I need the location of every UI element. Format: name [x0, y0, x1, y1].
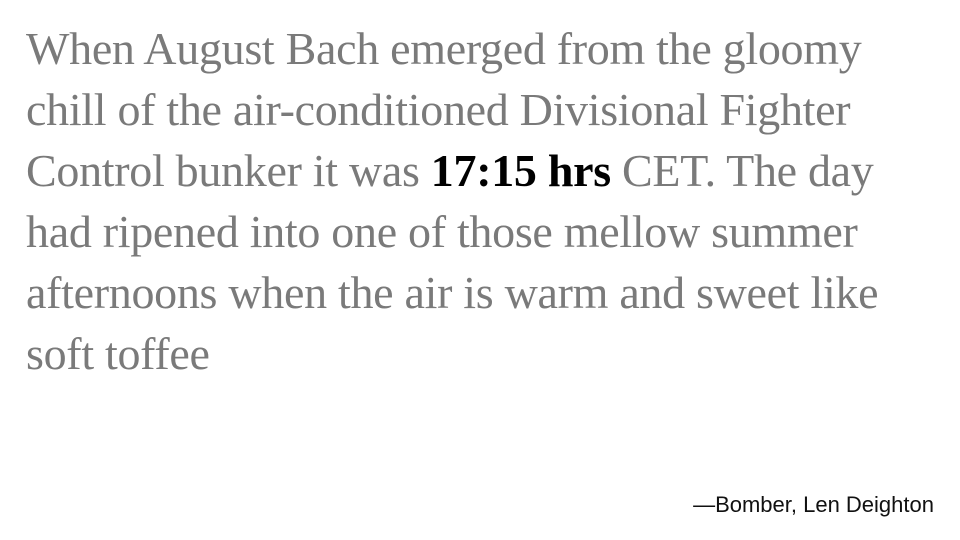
quote-before: When August Bach emerged from the gloomy… — [26, 23, 862, 196]
quote-time-highlight: 17:15 hrs — [430, 145, 611, 196]
quote-text: When August Bach emerged from the gloomy… — [26, 18, 936, 384]
quote-attribution: —Bomber, Len Deighton — [693, 492, 934, 517]
quote-after: CET. The day had ripened into one of tho… — [26, 145, 879, 379]
